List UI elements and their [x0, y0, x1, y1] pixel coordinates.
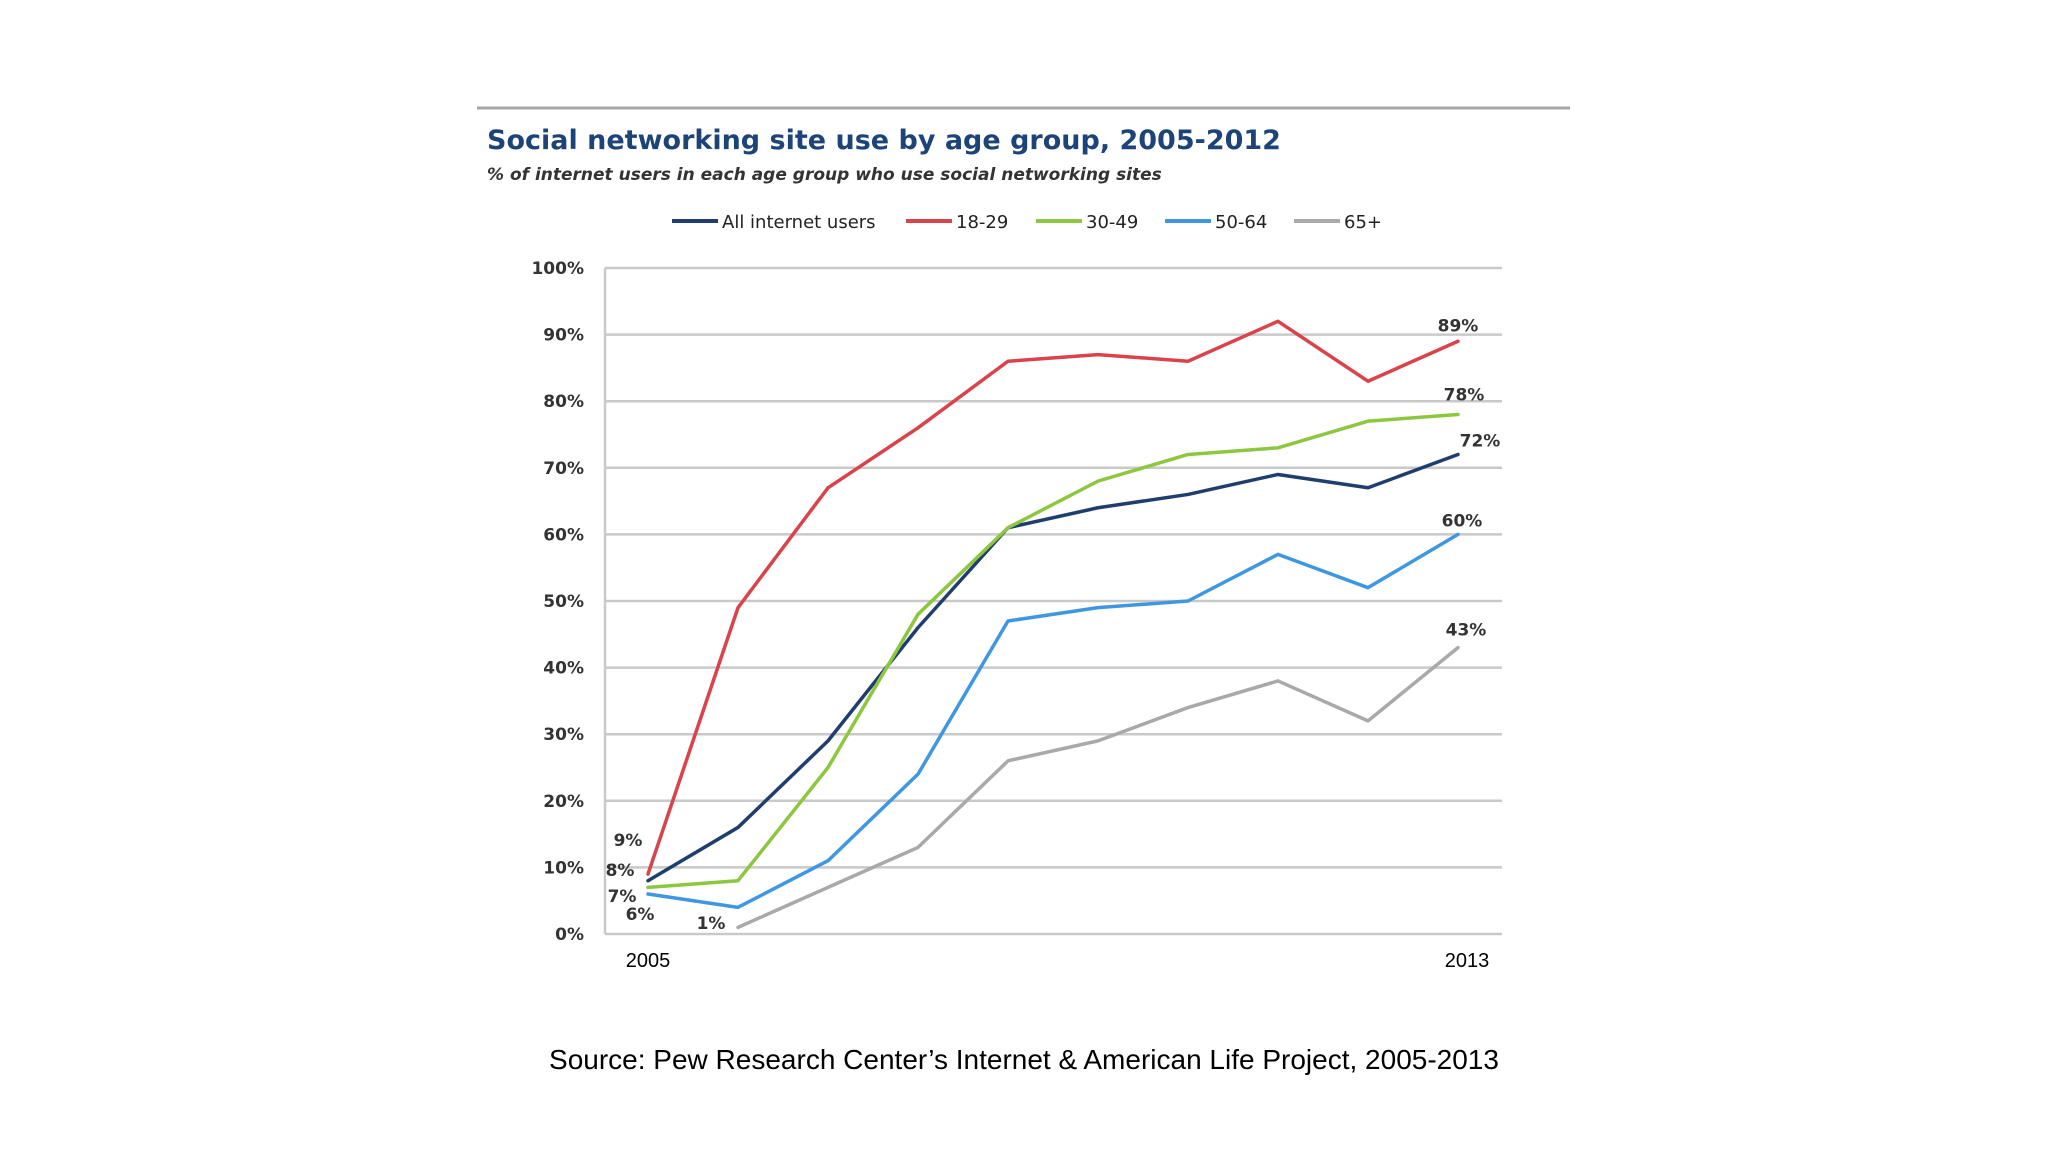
chart-title: Social networking site use by age group,… [487, 125, 1281, 156]
y-tick-label: 10% [543, 858, 584, 878]
data-label-start: 6% [626, 905, 655, 925]
legend: All internet users 18-29 30-49 50-64 65+ [672, 212, 1382, 233]
legend-label-4: 50-64 [1215, 212, 1267, 233]
data-label-start: 8% [606, 861, 635, 881]
y-tick-label: 50% [543, 592, 584, 612]
data-label-end: 43% [1446, 621, 1487, 641]
chart-subtitle: % of internet users in each age group wh… [487, 165, 1162, 185]
y-tick-label: 100% [531, 259, 584, 279]
data-label-start: 1% [697, 914, 726, 934]
data-label-end: 78% [1444, 386, 1485, 406]
y-tick-label: 40% [543, 659, 584, 679]
y-tick-label: 70% [543, 459, 584, 479]
legend-label-1: All internet users [722, 212, 876, 233]
y-axis: 0% 10% 20% 30% 40% 50% 60% 70% 80% 90% 100% [531, 259, 584, 945]
y-tick-label: 0% [555, 925, 584, 945]
source-note: Source: Pew Research Center’s Internet &… [549, 1044, 1499, 1075]
gridlines [603, 266, 1502, 936]
data-label-start: 7% [608, 887, 637, 907]
legend-label-5: 65+ [1344, 212, 1382, 233]
data-labels: 8% 72% 9% 89% 7% 78% 6% 60% 1% 43% [606, 316, 1501, 934]
x-tick-label: 2013 [1445, 950, 1490, 972]
data-label-end: 72% [1460, 431, 1501, 451]
legend-label-3: 30-49 [1086, 212, 1138, 233]
y-tick-label: 30% [543, 725, 584, 745]
series-lines [646, 319, 1460, 930]
series-line-4 [646, 532, 1460, 910]
data-label-end: 60% [1442, 511, 1483, 531]
series-line-1 [646, 452, 1460, 883]
y-tick-label: 20% [543, 792, 584, 812]
y-tick-label: 90% [543, 326, 584, 346]
x-tick-label: 2005 [626, 950, 671, 972]
data-label-start: 9% [614, 831, 643, 851]
y-tick-label: 60% [543, 525, 584, 545]
series-line-2 [646, 319, 1460, 876]
series-line-5 [736, 645, 1460, 930]
series-line-3 [646, 412, 1460, 890]
data-label-end: 89% [1438, 316, 1479, 336]
legend-label-2: 18-29 [956, 212, 1008, 233]
y-tick-label: 80% [543, 392, 584, 412]
x-axis: 2005 2013 [626, 950, 1490, 972]
